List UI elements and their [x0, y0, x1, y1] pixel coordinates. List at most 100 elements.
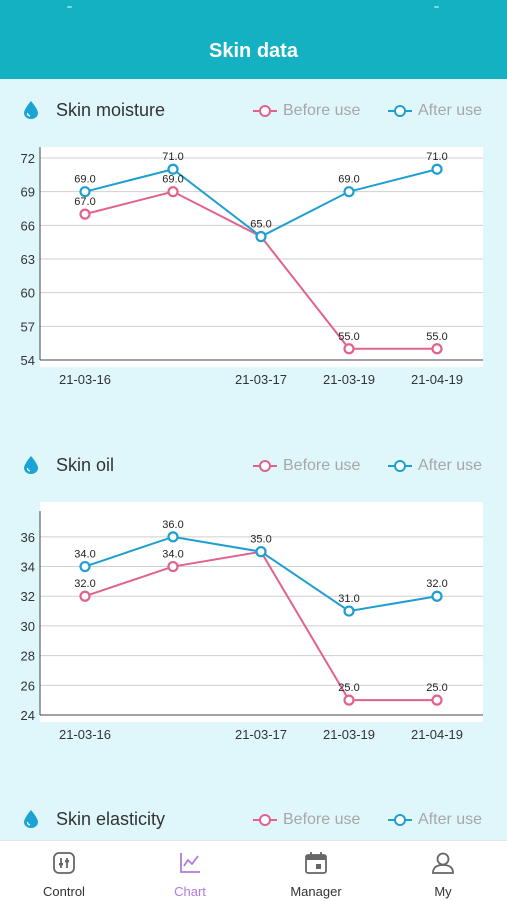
data-label-before: 55.0	[426, 331, 447, 343]
chart-icon	[180, 853, 200, 873]
y-tick-label: 28	[21, 649, 35, 664]
legend-after-label: After use	[418, 457, 483, 474]
tab-my[interactable]: My	[380, 841, 506, 901]
legend-after-marker	[388, 460, 412, 472]
data-label-before: 69.0	[162, 174, 183, 186]
tab-label: Control	[43, 884, 85, 899]
tab-label: My	[434, 884, 452, 899]
data-label-before: 25.0	[338, 682, 359, 694]
data-point-after	[255, 230, 267, 243]
data-point-after	[255, 546, 267, 558]
y-tick-label: 32	[21, 589, 35, 604]
skin-moisture-section: Skin moisture Before use After use 54 57 6…	[0, 95, 507, 395]
section-header: Skin moisture Before use After use	[0, 95, 507, 125]
data-label-after: 31.0	[338, 593, 359, 605]
data-point-before	[431, 694, 443, 706]
x-tick-label: 21-03-16	[59, 727, 111, 742]
legend-before-label: Before use	[283, 457, 361, 474]
data-label-after: 32.0	[426, 578, 447, 590]
data-label-after: 69.0	[74, 174, 95, 186]
data-label-before: 32.0	[74, 578, 95, 590]
user-icon	[432, 852, 454, 874]
skin-moisture-chart: 54 57 60 63 66 69 72 21-03-16 21-03-17 21-03-19 21…	[21, 147, 483, 387]
x-tick-label: 21-03-17	[235, 727, 287, 742]
data-point-after	[431, 590, 443, 602]
data-point-before	[167, 186, 179, 198]
plot-area	[40, 147, 483, 367]
y-tick-label: 36	[21, 530, 35, 545]
legend-before-marker	[253, 814, 277, 826]
y-tick-label: 57	[21, 319, 35, 334]
data-label-after: 69.0	[338, 174, 359, 186]
data-point-after	[79, 560, 91, 573]
bottom-tab-bar: Control Chart Manager My	[0, 840, 507, 901]
data-label-before: 25.0	[426, 682, 447, 694]
y-tick-label: 72	[21, 151, 35, 166]
status-bar-indicator	[434, 6, 439, 8]
y-tick-label: 63	[21, 252, 35, 267]
data-point-after	[167, 163, 179, 175]
water-drop-icon	[24, 101, 38, 119]
data-point-before	[343, 343, 355, 355]
data-label-before: 55.0	[338, 331, 359, 343]
legend-after-label: After use	[418, 811, 483, 828]
legend-after-label: After use	[418, 102, 483, 119]
y-tick-label: 69	[21, 185, 35, 200]
y-tick-label: 30	[21, 619, 35, 634]
water-drop-icon	[24, 810, 38, 828]
x-tick-label: 21-04-19	[411, 727, 463, 742]
data-point-after	[79, 186, 91, 198]
data-label-after: 71.0	[426, 151, 447, 163]
section-header: Skin oil Before use After use	[0, 450, 507, 480]
legend-before-marker	[253, 105, 277, 117]
data-label-before: 35.0	[250, 534, 271, 546]
y-tick-label: 34	[21, 560, 35, 575]
data-point-before	[79, 208, 91, 220]
page-title: Skin data	[209, 40, 298, 62]
data-point-before	[167, 560, 179, 573]
status-bar-indicator	[67, 6, 72, 8]
data-point-before	[79, 590, 91, 602]
data-point-after	[343, 605, 355, 617]
section-title: Skin elasticity	[56, 809, 166, 829]
data-label-after: 34.0	[74, 549, 95, 561]
data-label-after: 36.0	[162, 519, 183, 531]
skin-elasticity-section: Skin elasticity Before use After use	[0, 804, 507, 840]
data-point-after	[343, 186, 355, 198]
tab-chart[interactable]: Chart	[127, 841, 253, 901]
data-label-after: 71.0	[162, 151, 183, 163]
tab-control[interactable]: Control	[1, 841, 127, 901]
y-tick-label: 26	[21, 678, 35, 693]
data-label-before: 34.0	[162, 549, 183, 561]
legend-before-marker	[253, 460, 277, 472]
legend-before-label: Before use	[283, 102, 361, 119]
app-header: Skin data	[0, 0, 507, 79]
legend-after-marker	[388, 814, 412, 826]
water-drop-icon	[24, 456, 38, 474]
skin-oil-chart: 24 26 28 30 32 34 36 21-03-16 21-03-17 21-03-19 21…	[21, 502, 483, 742]
tab-manager[interactable]: Manager	[253, 841, 379, 901]
y-tick-label: 60	[21, 286, 35, 301]
tab-label: Chart	[174, 884, 206, 899]
section-title: Skin oil	[56, 455, 115, 475]
legend-after-marker	[388, 105, 412, 117]
x-tick-label: 21-03-17	[235, 372, 287, 387]
section-title: Skin moisture	[56, 100, 166, 120]
y-tick-label: 24	[21, 708, 35, 723]
sliders-icon	[53, 852, 75, 874]
data-point-after	[431, 163, 443, 175]
y-tick-label: 66	[21, 218, 35, 233]
data-point-after	[167, 531, 179, 543]
y-tick-label: 54	[21, 353, 35, 368]
data-label-before: 67.0	[74, 196, 95, 208]
x-tick-label: 21-03-16	[59, 372, 111, 387]
skin-oil-section: Skin oil Before use After use 24 26 28 30 32…	[0, 450, 507, 750]
x-tick-label: 21-03-19	[323, 727, 375, 742]
tab-label: Manager	[290, 884, 342, 899]
x-tick-label: 21-04-19	[411, 372, 463, 387]
calendar-icon	[305, 852, 327, 874]
data-point-before	[343, 694, 355, 706]
data-point-before	[431, 343, 443, 355]
x-tick-label: 21-03-19	[323, 372, 375, 387]
legend-before-label: Before use	[283, 811, 361, 828]
